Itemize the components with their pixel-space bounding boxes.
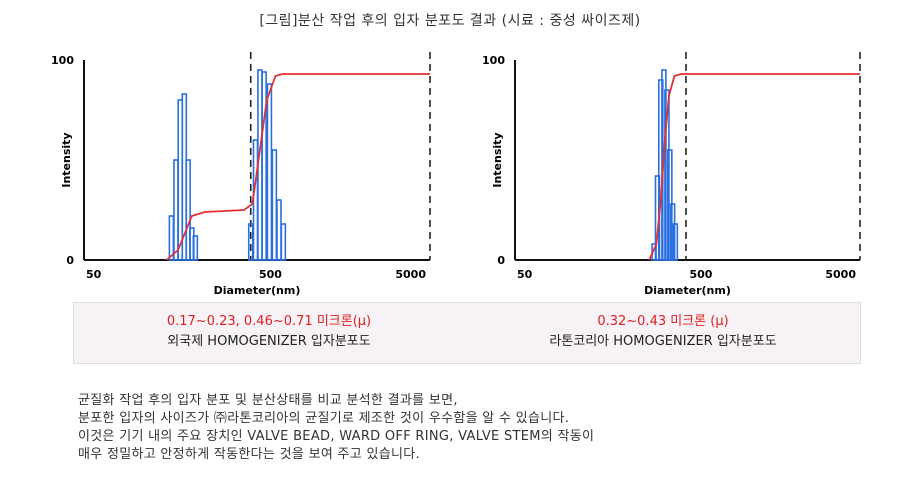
x-tick-label: 50 — [517, 268, 533, 281]
histogram-bar — [271, 149, 278, 261]
y-tick-label: 0 — [497, 254, 505, 267]
x-axis-label: Diameter(nm) — [644, 284, 731, 297]
y-tick-label: 100 — [482, 54, 505, 67]
histogram-bar — [261, 71, 267, 261]
x-tick-label: 5000 — [395, 268, 426, 281]
y-axis-label: Intensity — [491, 132, 504, 187]
histogram-bar — [185, 159, 191, 261]
cumulative-curve — [165, 73, 430, 261]
histogram-bar — [276, 199, 282, 261]
chart-2: 0 100 50 500 5000 Diameter(nm) Intensity — [482, 52, 861, 297]
x-axis-label: Diameter(nm) — [214, 284, 301, 297]
summary-line: 매우 정밀하고 안정하게 작동한다는 것을 보여 주고 있습니다. — [78, 447, 420, 462]
caption-left-name: 외국제 HOMOGENIZER 입자분포도 — [167, 334, 371, 349]
histogram-bar — [661, 69, 667, 261]
caption-left: 0.17~0.23, 0.46~0.71 미크론(μ) 외국제 HOMOGENI… — [74, 312, 464, 352]
caption-right: 0.32~0.43 미크론 (μ) 라톤코리아 HOMOGENIZER 입자분포… — [468, 312, 858, 352]
caption-box: 0.17~0.23, 0.46~0.71 미크론(μ) 외국제 HOMOGENI… — [73, 302, 861, 364]
figure-title: [그림]분산 작업 후의 입자 분포도 결과 (시료 : 중성 싸이즈제) — [259, 13, 641, 29]
summary-line: 이것은 기기 내의 주요 장치인 VALVE BEAD, WARD OFF RI… — [78, 429, 595, 444]
histogram-bar — [252, 139, 259, 261]
y-axis-label: Intensity — [60, 132, 73, 187]
particle-distribution-charts: 0 100 50 500 5000 Diameter(nm) Intensity 0 100 50… — [51, 52, 861, 297]
histogram-bar — [664, 89, 670, 261]
x-tick-label: 500 — [259, 268, 282, 281]
x-tick-label: 5000 — [825, 268, 856, 281]
histogram-bar — [280, 223, 287, 261]
histogram-bar — [192, 235, 199, 261]
summary-line: 균질화 작업 후의 입자 분포 및 분산상태를 비교 분석한 결과를 보면, — [78, 393, 458, 408]
cumulative-curve — [648, 73, 860, 261]
histogram-bar — [672, 223, 679, 261]
histogram-bar — [173, 159, 179, 261]
histogram-bar — [266, 83, 273, 261]
y-tick-label: 100 — [51, 54, 74, 67]
chart-1: 0 100 50 500 5000 Diameter(nm) Intensity — [51, 52, 431, 297]
histogram-bar — [247, 223, 254, 261]
y-tick-label: 0 — [66, 254, 74, 267]
caption-right-range: 0.32~0.43 미크론 (μ) — [597, 314, 729, 329]
summary-text: 균질화 작업 후의 입자 분포 및 분산상태를 비교 분석한 결과를 보면, 분… — [78, 392, 868, 464]
summary-line: 분포한 입자의 사이즈가 ㈜라톤코리아의 균질기로 제조한 것이 우수함을 알 … — [78, 411, 570, 426]
caption-left-range: 0.17~0.23, 0.46~0.71 미크론(μ) — [166, 314, 372, 329]
x-tick-label: 500 — [690, 268, 713, 281]
x-tick-label: 50 — [86, 268, 102, 281]
caption-right-name: 라톤코리아 HOMOGENIZER 입자분포도 — [549, 334, 777, 349]
